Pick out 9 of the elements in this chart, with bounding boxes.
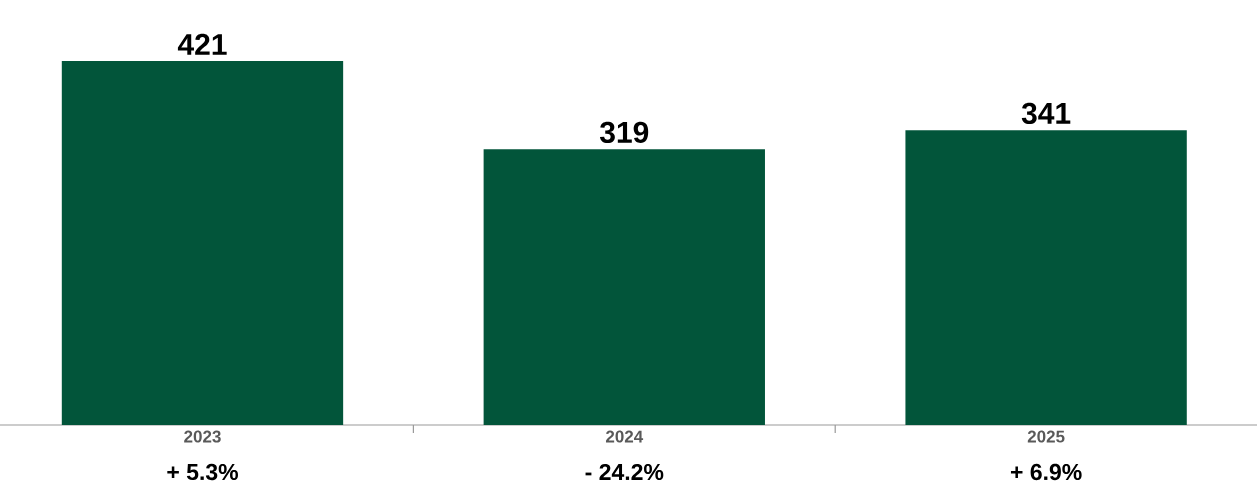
x-tick-label: 2023 [184, 430, 221, 443]
x-tick-label: 2024 [605, 430, 644, 443]
text: + 6.9% [1010, 463, 1082, 481]
text: - 24.2% [585, 463, 664, 481]
x-tick-label: 2025 [1027, 430, 1065, 443]
text: + 5.3% [167, 463, 238, 481]
data-label: 341 [1021, 102, 1071, 124]
data-label: 319 [599, 121, 649, 143]
data-label: 421 [177, 33, 227, 55]
